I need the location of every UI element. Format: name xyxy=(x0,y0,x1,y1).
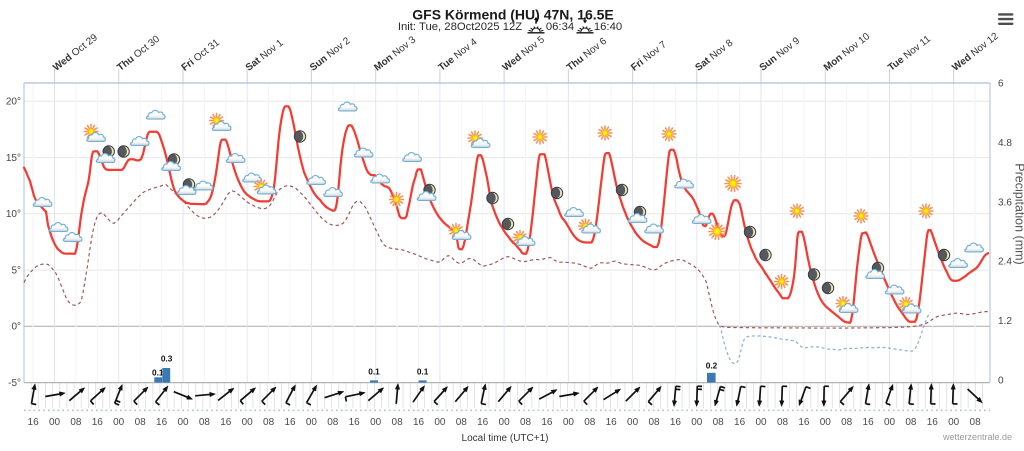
svg-text:1.2: 1.2 xyxy=(998,316,1012,327)
svg-text:16: 16 xyxy=(670,417,682,428)
svg-text:15°: 15° xyxy=(6,153,21,164)
svg-text:16: 16 xyxy=(798,417,810,428)
svg-text:08: 08 xyxy=(392,417,404,428)
svg-text:0.3: 0.3 xyxy=(161,354,173,364)
svg-text:0.1: 0.1 xyxy=(417,366,429,376)
svg-text:-5°: -5° xyxy=(8,378,21,389)
svg-text:08: 08 xyxy=(648,417,660,428)
svg-text:16: 16 xyxy=(477,417,489,428)
svg-text:00: 00 xyxy=(49,417,61,428)
svg-text:00: 00 xyxy=(884,417,896,428)
svg-text:16: 16 xyxy=(349,417,361,428)
svg-text:0.2: 0.2 xyxy=(706,360,718,370)
svg-text:08: 08 xyxy=(970,417,982,428)
svg-text:08: 08 xyxy=(777,417,789,428)
svg-text:00: 00 xyxy=(948,417,960,428)
svg-text:08: 08 xyxy=(70,417,82,428)
svg-text:08: 08 xyxy=(263,417,275,428)
svg-text:00: 00 xyxy=(434,417,446,428)
svg-text:08: 08 xyxy=(520,417,532,428)
svg-text:00: 00 xyxy=(691,417,703,428)
svg-text:08: 08 xyxy=(327,417,339,428)
svg-text:2.4: 2.4 xyxy=(998,257,1012,268)
svg-text:16:40: 16:40 xyxy=(594,21,622,33)
svg-text:0.1: 0.1 xyxy=(368,366,380,376)
svg-text:5°: 5° xyxy=(11,265,21,276)
svg-text:08: 08 xyxy=(135,417,147,428)
svg-text:wetterzentrale.de: wetterzentrale.de xyxy=(942,432,1012,442)
svg-text:08: 08 xyxy=(713,417,725,428)
svg-text:00: 00 xyxy=(113,417,125,428)
svg-text:0: 0 xyxy=(998,376,1004,387)
svg-text:00: 00 xyxy=(499,417,511,428)
svg-text:08: 08 xyxy=(841,417,853,428)
svg-text:06:34: 06:34 xyxy=(546,21,574,33)
svg-text:00: 00 xyxy=(370,417,382,428)
svg-text:16: 16 xyxy=(541,417,553,428)
svg-text:16: 16 xyxy=(92,417,104,428)
svg-text:00: 00 xyxy=(627,417,639,428)
svg-text:00: 00 xyxy=(563,417,575,428)
svg-text:08: 08 xyxy=(456,417,468,428)
svg-text:00: 00 xyxy=(755,417,767,428)
svg-text:08: 08 xyxy=(905,417,917,428)
svg-text:00: 00 xyxy=(306,417,318,428)
svg-text:00: 00 xyxy=(242,417,254,428)
svg-text:16: 16 xyxy=(284,417,296,428)
svg-text:16: 16 xyxy=(28,417,40,428)
svg-text:Precipitation (mm): Precipitation (mm) xyxy=(1013,163,1024,264)
svg-text:6: 6 xyxy=(998,79,1004,90)
svg-text:3.6: 3.6 xyxy=(998,197,1012,208)
svg-text:08: 08 xyxy=(199,417,211,428)
svg-text:20°: 20° xyxy=(6,97,21,108)
svg-text:16: 16 xyxy=(927,417,939,428)
svg-text:00: 00 xyxy=(177,417,189,428)
svg-text:0.1: 0.1 xyxy=(152,367,164,377)
svg-text:10°: 10° xyxy=(6,209,21,220)
svg-text:Local time (UTC+1): Local time (UTC+1) xyxy=(462,433,549,444)
svg-text:08: 08 xyxy=(584,417,596,428)
svg-text:16: 16 xyxy=(863,417,875,428)
svg-text:00: 00 xyxy=(820,417,832,428)
svg-text:16: 16 xyxy=(220,417,232,428)
svg-text:16: 16 xyxy=(413,417,425,428)
svg-text:16: 16 xyxy=(606,417,618,428)
svg-text:16: 16 xyxy=(156,417,168,428)
svg-text:0°: 0° xyxy=(11,322,21,333)
svg-text:16: 16 xyxy=(734,417,746,428)
svg-text:4.8: 4.8 xyxy=(998,138,1012,149)
svg-text:Init: Tue, 28Oct2025 12Z: Init: Tue, 28Oct2025 12Z xyxy=(398,21,522,33)
